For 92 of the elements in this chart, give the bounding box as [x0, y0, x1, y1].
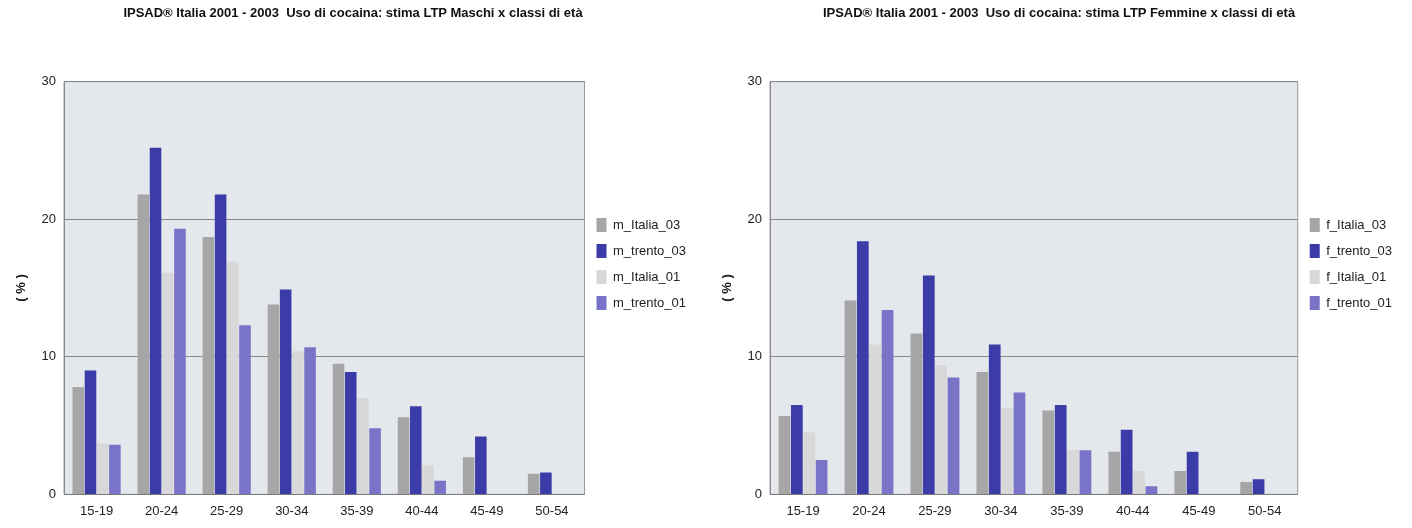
legend-label: f_Italia_01	[1326, 268, 1387, 284]
bar	[790, 404, 803, 494]
legend-label: m_trento_03	[613, 242, 687, 258]
x-tick-label: 15-19	[79, 502, 114, 518]
bar	[239, 325, 251, 494]
bar	[279, 289, 292, 494]
x-tick-label: 35-39	[1050, 502, 1084, 518]
bar	[214, 194, 227, 494]
bar	[267, 304, 280, 494]
y-tick-label: 20	[747, 210, 763, 226]
bar	[1067, 450, 1079, 494]
bar	[409, 406, 422, 494]
bar	[1079, 450, 1092, 494]
bar	[161, 272, 174, 494]
x-tick-label: 15-19	[786, 502, 820, 518]
bar	[1042, 410, 1055, 494]
bar	[149, 147, 162, 494]
x-tick-label: 20-24	[852, 502, 886, 518]
bar	[1001, 407, 1013, 494]
y-tick-label: 30	[41, 73, 57, 89]
bar	[1240, 482, 1253, 494]
bar	[976, 371, 989, 494]
bar	[935, 365, 948, 494]
x-tick-label: 20-24	[145, 502, 179, 518]
bar	[96, 443, 109, 494]
bar	[174, 228, 186, 494]
bar	[72, 387, 85, 494]
bar	[527, 473, 540, 494]
bar	[869, 344, 882, 494]
x-tick-label: 40-44	[1116, 502, 1150, 518]
legend-label: m_Italia_03	[613, 216, 681, 232]
y-tick-label: 10	[41, 348, 57, 364]
y-tick-label: 30	[747, 73, 763, 89]
bar	[227, 261, 239, 494]
bar	[462, 457, 475, 494]
legend-label: f_Italia_03	[1326, 216, 1387, 232]
bar	[844, 300, 857, 494]
y-axis-title: ( % )	[719, 274, 735, 302]
bar	[988, 344, 1001, 494]
bar	[202, 237, 215, 494]
bar	[475, 436, 487, 494]
bar	[922, 275, 935, 494]
bar	[778, 415, 791, 494]
bar	[1133, 471, 1145, 494]
bar	[1145, 486, 1158, 494]
y-tick-label: 20	[41, 210, 57, 226]
x-tick-label: 25-29	[210, 502, 244, 518]
x-tick-label: 30-34	[984, 502, 1018, 518]
x-tick-label: 30-34	[275, 502, 309, 518]
bar	[422, 465, 434, 494]
bar	[1108, 451, 1121, 494]
bar	[1252, 479, 1265, 494]
bar	[1054, 404, 1067, 494]
bar	[1120, 429, 1133, 494]
bar	[369, 428, 381, 494]
x-tick-label: 45-49	[470, 502, 504, 518]
legend-label: f_trento_03	[1326, 242, 1393, 258]
bar	[357, 398, 369, 494]
bar	[1013, 392, 1026, 494]
x-tick-label: 35-39	[340, 502, 374, 518]
y-tick-label: 0	[48, 485, 57, 501]
bar	[109, 444, 121, 494]
x-tick-label: 50-54	[1248, 502, 1282, 518]
legend-label: m_trento_01	[613, 294, 687, 310]
bar	[332, 363, 345, 494]
bar	[856, 241, 869, 494]
x-tick-label: 40-44	[405, 502, 439, 518]
bar	[292, 351, 304, 494]
bar	[803, 432, 816, 494]
bar	[1186, 451, 1199, 494]
bar	[137, 194, 150, 494]
x-tick-label: 25-29	[918, 502, 952, 518]
x-tick-label: 45-49	[1182, 502, 1216, 518]
legend-label: m_Italia_01	[613, 268, 681, 284]
bar	[910, 333, 923, 494]
bar	[344, 371, 357, 494]
bar	[815, 460, 828, 494]
bar	[434, 480, 446, 494]
bar	[1174, 471, 1187, 494]
bar	[947, 377, 960, 494]
bar	[304, 347, 316, 494]
bar	[540, 472, 552, 494]
bar	[881, 310, 894, 494]
chart-title: IPSAD® Italia 2001 - 2003 Uso di cocaina: stima LTP Femmine x classi di età	[822, 5, 1296, 21]
chart-title: IPSAD® Italia 2001 - 2003 Uso di cocaina: stima LTP Maschi x classi di età	[123, 5, 584, 21]
y-tick-label: 10	[747, 348, 763, 364]
bar	[84, 370, 97, 494]
legend-label: f_trento_01	[1326, 294, 1393, 310]
y-tick-label: 0	[754, 485, 763, 501]
y-axis-title: ( % )	[13, 274, 29, 302]
bar	[397, 417, 410, 494]
x-tick-label: 50-54	[535, 502, 569, 518]
